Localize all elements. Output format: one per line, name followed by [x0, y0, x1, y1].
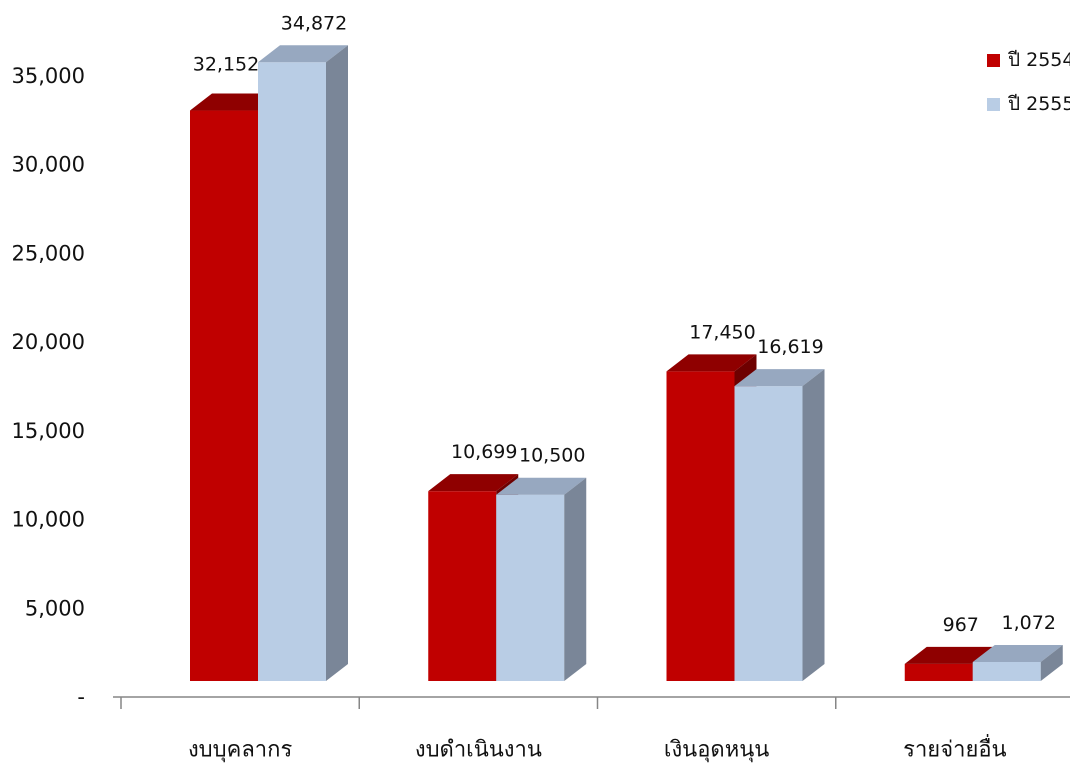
- legend-label: ปี 2554: [1008, 49, 1070, 71]
- bar-front-face: [904, 663, 973, 681]
- data-label: 10,699: [451, 441, 517, 463]
- bar: [972, 644, 1063, 681]
- bar-top-face: [428, 474, 519, 492]
- data-label: 16,619: [757, 336, 823, 358]
- bar-top-face: [904, 646, 995, 664]
- bar-top-face: [190, 93, 280, 111]
- bar-top-face: [734, 369, 825, 387]
- y-tick-label: 20,000: [12, 330, 85, 354]
- y-tick-label: 10,000: [12, 508, 85, 532]
- category-label: รายจ่ายอื่น: [903, 734, 1006, 763]
- bar: [258, 45, 348, 682]
- y-tick-label: 5,000: [25, 596, 85, 620]
- y-tick-label: -: [77, 685, 85, 709]
- data-label: 32,152: [193, 54, 259, 76]
- y-tick-label: 35,000: [12, 64, 85, 88]
- bar-side-face: [326, 45, 348, 682]
- bar-front-face: [496, 494, 565, 681]
- legend-item: ปี 2554: [987, 48, 1070, 72]
- legend-label: ปี 2555: [1008, 93, 1070, 115]
- bar-front-face: [190, 110, 258, 681]
- data-label: 967: [943, 614, 979, 636]
- bar-top-face: [496, 477, 587, 495]
- legend-swatch: [987, 97, 1000, 111]
- legend-item: ปี 2555: [987, 92, 1070, 116]
- y-tick-label: 25,000: [12, 241, 85, 265]
- y-tick-label: 30,000: [12, 153, 85, 177]
- data-label: 17,450: [689, 321, 755, 343]
- bar-top-face: [258, 45, 348, 63]
- x-axis: [113, 696, 1070, 709]
- bars: [190, 45, 1063, 682]
- bar-front-face: [734, 386, 803, 681]
- y-tick-label: 15,000: [12, 419, 85, 443]
- y-axis-labels: - 5,000 10,000 15,000 20,000 25,000 30,000 35,0…: [12, 64, 85, 709]
- bar-side-face: [564, 477, 587, 681]
- category-label: เงินอุดหนุน: [664, 738, 769, 763]
- data-label: 34,872: [281, 12, 347, 34]
- bar-top-face: [666, 354, 757, 372]
- bar-side-face: [802, 369, 825, 681]
- category-labels: งบบุคลากร งบดำเนินงาน เงินอุดหนุน รายจ่ายอื…: [188, 734, 1007, 763]
- category-label: งบบุคลากร: [188, 738, 293, 763]
- bar: [734, 369, 825, 681]
- legend-swatch: [987, 53, 1000, 67]
- bar-front-face: [258, 62, 326, 682]
- bar-front-face: [428, 491, 497, 681]
- bar-top-face: [972, 644, 1063, 662]
- legend: ปี 2554 ปี 2555: [987, 48, 1070, 136]
- bar-side-face: [1040, 644, 1063, 681]
- category-label: งบดำเนินงาน: [415, 738, 542, 763]
- bar-front-face: [972, 661, 1041, 681]
- bar: [496, 477, 587, 681]
- bar-front-face: [666, 371, 735, 681]
- data-label: 1,072: [1002, 612, 1056, 634]
- data-label: 10,500: [519, 445, 585, 467]
